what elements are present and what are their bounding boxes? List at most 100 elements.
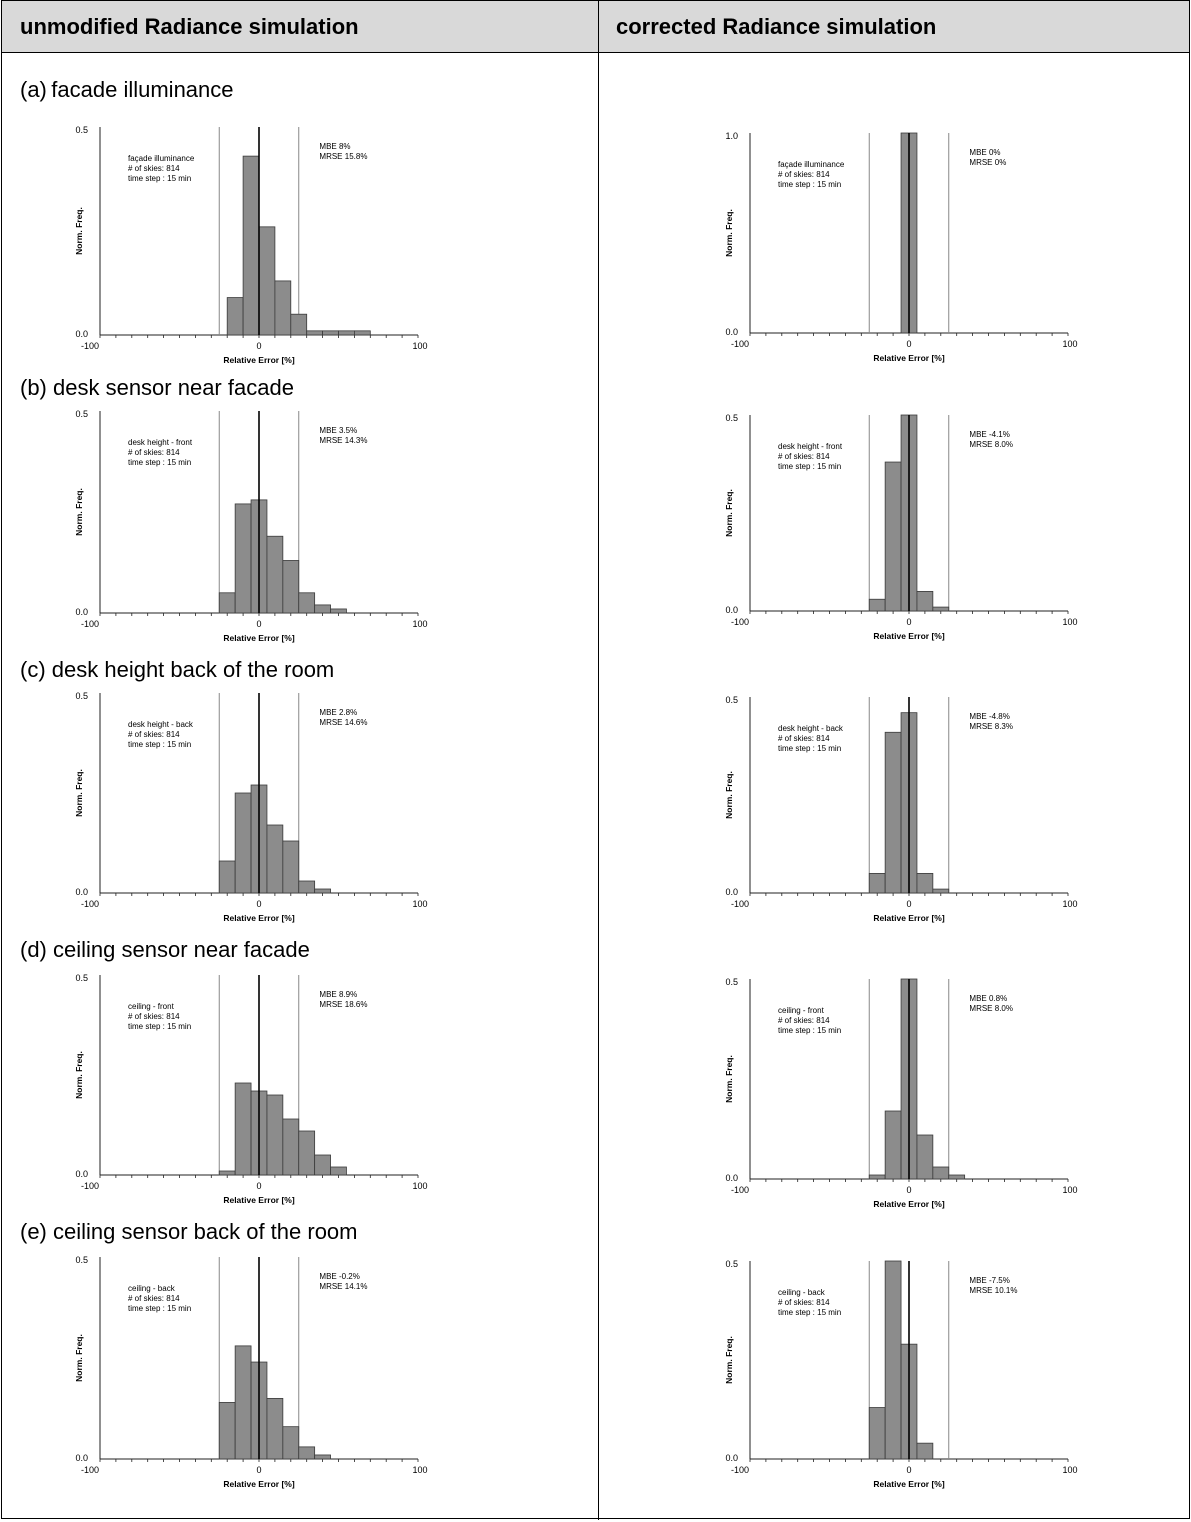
y-tick-label: 0.0: [725, 327, 738, 337]
histogram-bar: [218, 1170, 236, 1176]
info-line: time step : 15 min: [778, 744, 841, 753]
histogram-bar: [932, 888, 950, 894]
histogram-bar: [282, 840, 300, 894]
row-label-c: (c) desk height back of the room: [20, 657, 335, 682]
x-tick-label: 0: [906, 1185, 911, 1195]
x-tick-label: -100: [731, 1465, 749, 1475]
histogram-bar: [266, 1094, 284, 1176]
x-tick-label: 100: [1062, 1465, 1077, 1475]
x-tick-label: 0: [906, 1465, 911, 1475]
info-line: time step : 15 min: [128, 740, 191, 749]
stats-line: MRSE 14.6%: [319, 718, 367, 727]
stats-line: MRSE 8.0%: [969, 440, 1013, 449]
y-tick-label: 0.0: [725, 1453, 738, 1463]
stats-line: MBE 0%: [969, 148, 1000, 157]
info-line: # of skies: 814: [128, 448, 180, 457]
stats-line: MBE 8%: [319, 142, 350, 151]
y-axis-label: Norm. Freq.: [724, 771, 734, 819]
chart-left-c: 0.0 0.5 -100 0 100 Relative Error [%] Norm. Fr…: [74, 691, 428, 923]
x-axis-label: Relative Error [%]: [873, 1479, 944, 1489]
row-label-d: (d) ceiling sensor near facade: [20, 937, 310, 962]
histogram-bar: [916, 1442, 934, 1460]
histogram-bar: [282, 1426, 300, 1460]
info-line: time step : 15 min: [128, 174, 191, 183]
histogram-bar: [868, 1407, 886, 1460]
x-axis-label: Relative Error [%]: [873, 1199, 944, 1209]
histogram-bar: [868, 872, 886, 894]
chart-right-b: 0.0 0.5 -100 0 100 Relative Error [%] Norm. Fr…: [724, 413, 1078, 641]
y-axis-label: Norm. Freq.: [74, 1334, 84, 1382]
histogram-bar: [298, 880, 316, 894]
histogram-bar: [218, 860, 236, 894]
row-label-b: (b) desk sensor near facade: [20, 375, 294, 400]
histogram-bar: [884, 1260, 902, 1460]
x-tick-label: -100: [81, 341, 99, 351]
info-line: # of skies: 814: [778, 1298, 830, 1307]
info-line: desk height - back: [778, 724, 844, 733]
x-tick-label: 0: [256, 619, 261, 629]
histogram-bar: [234, 1345, 252, 1460]
stats-line: MRSE 15.8%: [319, 152, 367, 161]
y-tick-label: 1.0: [725, 131, 738, 141]
info-line: # of skies: 814: [128, 730, 180, 739]
info-line: # of skies: 814: [778, 170, 830, 179]
x-tick-label: -100: [81, 1181, 99, 1191]
y-tick-label: 0.0: [75, 1453, 88, 1463]
histogram-bar: [884, 461, 902, 612]
histogram-bar: [298, 592, 316, 614]
histogram-bar: [234, 792, 252, 894]
histogram-bar: [330, 608, 347, 614]
histogram-bar: [884, 1110, 902, 1180]
info-line: façade illuminance: [128, 154, 195, 163]
info-line: # of skies: 814: [128, 1294, 180, 1303]
histogram-bar: [314, 1154, 331, 1176]
y-tick-label: 0.5: [75, 125, 88, 135]
info-line: façade illuminance: [778, 160, 845, 169]
info-line: time step : 15 min: [128, 1022, 191, 1031]
histogram-bar: [932, 1166, 950, 1180]
histogram-bar: [916, 590, 934, 612]
y-axis-label: Norm. Freq.: [724, 1336, 734, 1384]
histogram-bar: [266, 1397, 284, 1460]
histogram-bar: [298, 1446, 316, 1460]
y-tick-label: 0.0: [75, 607, 88, 617]
x-tick-label: -100: [81, 1465, 99, 1475]
histogram-bar: [290, 313, 308, 336]
histogram-bar: [282, 1118, 300, 1176]
histogram-bar: [948, 1174, 966, 1180]
column-header-unmodified: unmodified Radiance simulation: [2, 1, 598, 53]
y-tick-label: 0.0: [75, 329, 88, 339]
y-axis-label: Norm. Freq.: [74, 488, 84, 536]
stats-line: MBE -7.5%: [969, 1276, 1009, 1285]
histogram-bar: [306, 330, 323, 336]
histogram-bar: [282, 560, 300, 614]
info-line: time step : 15 min: [128, 458, 191, 467]
y-tick-label: 0.5: [75, 973, 88, 983]
x-axis-label: Relative Error [%]: [223, 1479, 294, 1489]
stats-line: MRSE 14.1%: [319, 1282, 367, 1291]
histogram-bar: [353, 330, 371, 336]
info-line: # of skies: 814: [128, 164, 180, 173]
histogram-bar: [916, 872, 934, 894]
info-line: desk height - front: [778, 442, 843, 451]
histogram-bar: [218, 1402, 236, 1460]
info-line: # of skies: 814: [778, 452, 830, 461]
x-axis-label: Relative Error [%]: [873, 353, 944, 363]
column-header-corrected: corrected Radiance simulation: [598, 1, 1189, 53]
chart-left-d: 0.0 0.5 -100 0 100 Relative Error [%] Norm. Fr…: [74, 973, 428, 1205]
x-tick-label: 0: [906, 339, 911, 349]
histogram-bar: [932, 606, 950, 612]
x-tick-label: 100: [412, 1181, 427, 1191]
stats-line: MBE 2.8%: [319, 708, 357, 717]
info-line: ceiling - front: [128, 1002, 175, 1011]
x-tick-label: 0: [256, 899, 261, 909]
histogram-bar: [314, 1454, 331, 1460]
histogram-bar: [916, 1134, 934, 1180]
x-tick-label: 0: [256, 341, 261, 351]
y-tick-label: 0.5: [75, 1255, 88, 1265]
histogram-bar: [314, 604, 331, 614]
stats-line: MRSE 0%: [969, 158, 1006, 167]
stats-line: MBE 8.9%: [319, 990, 357, 999]
stats-line: MBE 3.5%: [319, 426, 357, 435]
